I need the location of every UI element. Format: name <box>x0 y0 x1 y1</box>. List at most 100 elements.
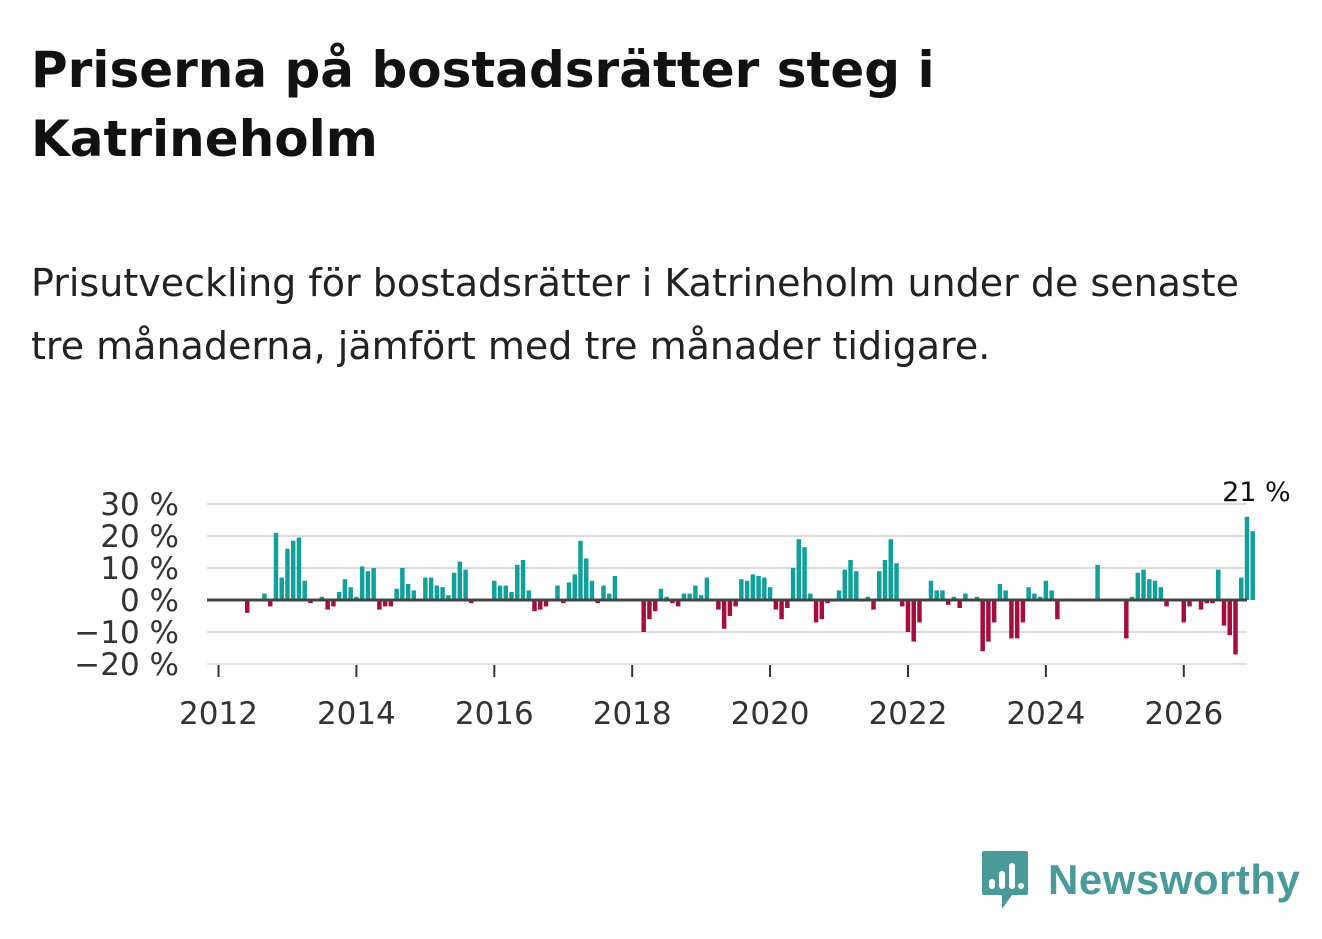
bar <box>1238 577 1244 600</box>
bar <box>721 600 727 629</box>
chart-subtitle: Prisutveckling för bostadsrätter i Katri… <box>31 261 1240 368</box>
bar <box>296 537 302 600</box>
bar <box>848 560 853 600</box>
bar <box>394 588 399 600</box>
bar <box>515 564 520 600</box>
bar <box>1204 600 1209 604</box>
bar <box>561 600 566 604</box>
bar <box>1129 596 1135 600</box>
bar <box>871 600 876 610</box>
bar <box>762 577 767 600</box>
bar <box>1187 600 1192 607</box>
bar <box>802 547 807 600</box>
bar <box>940 590 945 600</box>
bar <box>331 600 336 607</box>
bar <box>808 593 813 600</box>
x-tick-label: 2022 <box>869 696 948 732</box>
bar <box>1227 600 1232 636</box>
bar <box>612 576 618 600</box>
bar <box>865 596 871 600</box>
bar <box>451 572 457 600</box>
bar <box>325 600 330 610</box>
bar <box>1026 587 1031 600</box>
bar <box>520 560 526 600</box>
bar <box>348 587 353 600</box>
bar <box>877 571 882 600</box>
newsworthy-logo-icon <box>982 851 1028 909</box>
bar <box>302 580 307 600</box>
bar <box>434 585 440 600</box>
bar <box>819 600 825 620</box>
bar <box>440 587 445 600</box>
bar <box>572 574 577 600</box>
bar <box>693 585 698 600</box>
bar <box>767 587 773 600</box>
x-tick-label: 2024 <box>1006 696 1085 732</box>
bar <box>1147 579 1152 600</box>
bar <box>934 590 939 600</box>
bar <box>1037 596 1043 600</box>
bar <box>267 600 273 607</box>
bar <box>911 600 916 642</box>
bar <box>1181 600 1187 623</box>
bar <box>578 540 583 600</box>
bar <box>509 592 514 600</box>
bar <box>589 580 595 600</box>
bar <box>319 596 325 600</box>
bar <box>606 593 612 600</box>
bar <box>928 580 934 600</box>
bar <box>974 596 980 600</box>
bar <box>1135 572 1141 600</box>
bar <box>388 600 394 607</box>
bar <box>371 568 376 600</box>
x-tick-label: 2012 <box>179 696 258 732</box>
bar <box>428 577 434 600</box>
bar <box>359 566 365 600</box>
x-axis: 2012 2014 2016 2018 2020 2022 2024 2026 <box>179 663 1247 732</box>
bar <box>687 593 692 600</box>
bar <box>532 600 537 612</box>
bar <box>1014 600 1020 639</box>
bar <box>336 592 342 600</box>
bar <box>526 590 532 600</box>
bar <box>1164 600 1169 607</box>
bar <box>1032 593 1037 600</box>
bar <box>1210 600 1215 604</box>
bar <box>675 600 681 607</box>
bar <box>750 574 756 600</box>
bar <box>1009 600 1014 639</box>
y-tick-label: −10 % <box>74 615 179 651</box>
y-tick-label: 20 % <box>100 519 179 555</box>
bar <box>900 600 905 607</box>
bar <box>836 590 842 600</box>
bar <box>905 600 911 632</box>
bar <box>641 600 646 632</box>
bar <box>377 600 382 610</box>
bar <box>555 585 560 600</box>
annotation: 21 % <box>1222 477 1291 508</box>
bar <box>882 560 888 600</box>
bar <box>658 588 664 600</box>
bar <box>825 600 830 604</box>
bar <box>1003 590 1008 600</box>
latest-value-label: 21 % <box>1222 477 1291 508</box>
bar <box>492 580 497 600</box>
bar <box>716 600 721 610</box>
bar <box>945 600 951 605</box>
bar <box>790 568 796 600</box>
bar <box>342 579 348 600</box>
bar <box>400 568 405 600</box>
bar <box>566 582 572 600</box>
x-tick-label: 2026 <box>1144 696 1223 732</box>
bar <box>647 600 652 620</box>
x-tick-label: 2016 <box>455 696 534 732</box>
bar <box>727 600 733 616</box>
bar <box>1198 600 1204 610</box>
bar <box>423 577 428 600</box>
bar <box>405 584 411 600</box>
bar <box>1095 564 1100 600</box>
bar <box>773 600 779 610</box>
bar <box>1124 600 1129 639</box>
bar <box>1043 580 1049 600</box>
bar <box>457 561 463 600</box>
